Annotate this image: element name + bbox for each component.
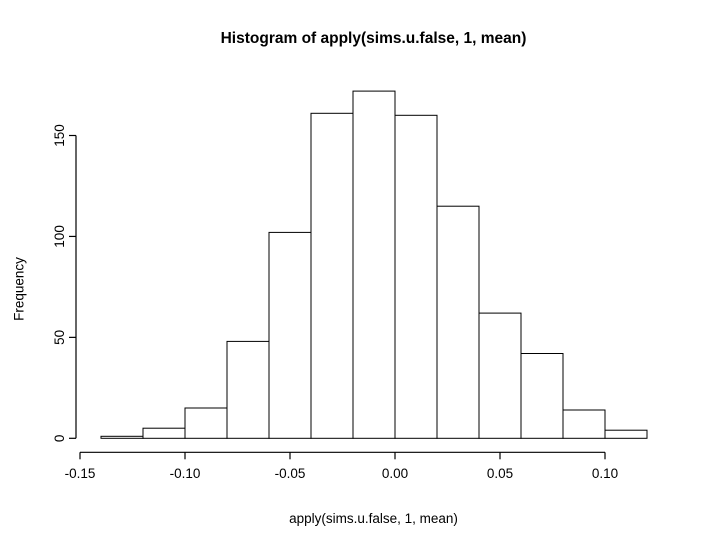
histogram-bar [394,114,438,439]
y-tick-label: 50 [52,330,67,345]
y-tick-label: 0 [52,435,67,443]
histogram-bar [520,353,564,439]
x-tick-label: -0.10 [170,466,201,481]
y-tick-label: 100 [52,225,67,248]
histogram-bar [268,231,312,439]
x-tick-label: 0.00 [382,466,408,481]
histogram-bar [100,435,144,439]
y-axis-label: Frequency [11,257,27,321]
chart-title: Histogram of apply(sims.u.false, 1, mean… [220,30,527,47]
histogram-bar [226,340,270,439]
histogram-bar [352,90,396,439]
histogram-bar [436,205,480,439]
histogram-bar [142,427,186,439]
histogram-bar [184,407,228,439]
x-tick-label: 0.10 [592,466,618,481]
histogram-bar [562,409,606,439]
y-tick-label: 150 [52,124,67,147]
x-axis-label: apply(sims.u.false, 1, mean) [289,511,458,526]
x-tick-label: -0.15 [65,466,96,481]
x-tick-label: 0.05 [487,466,513,481]
x-tick-label: -0.05 [275,466,306,481]
histogram-bar [478,312,522,439]
histogram-bar [310,112,354,439]
histogram-bar [604,429,648,439]
